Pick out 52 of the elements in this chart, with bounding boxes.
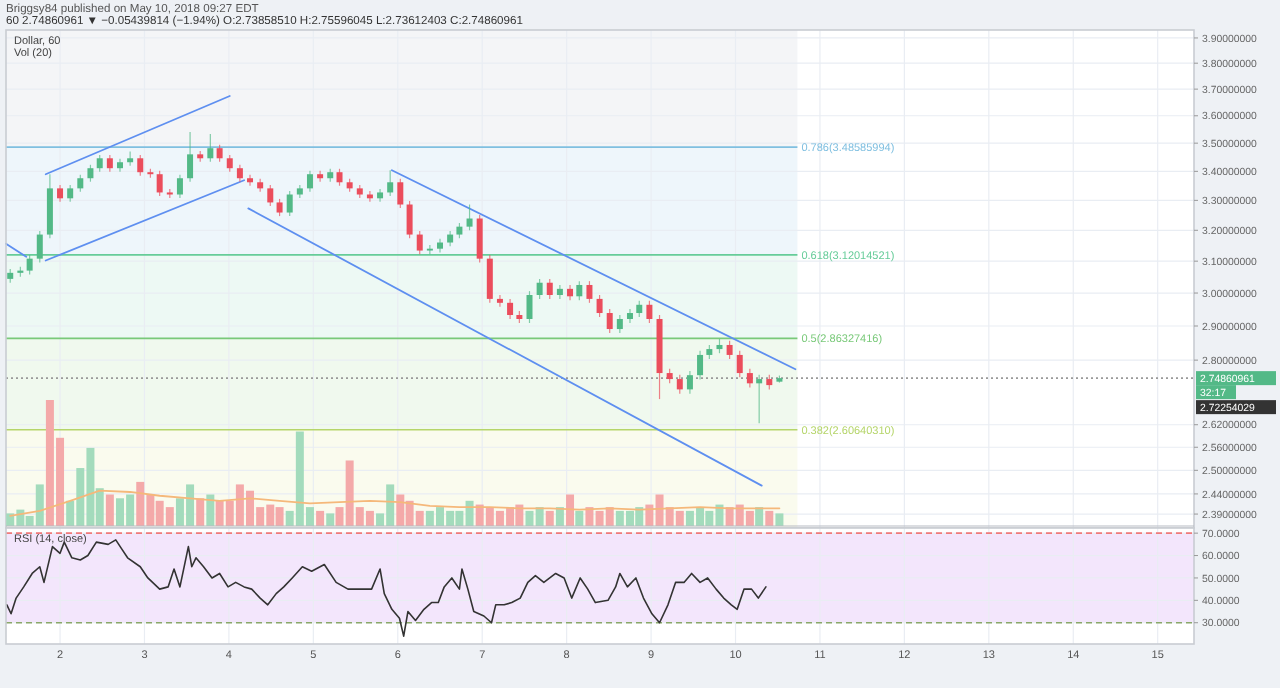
candlestick xyxy=(726,340,733,360)
candlestick xyxy=(26,254,33,276)
candlestick xyxy=(466,203,473,231)
bar xyxy=(765,510,774,526)
bar xyxy=(316,510,325,526)
candlestick xyxy=(156,170,163,197)
candlestick xyxy=(377,188,384,203)
candlestick xyxy=(187,131,194,183)
candlestick xyxy=(476,214,483,264)
candlestick xyxy=(366,190,373,203)
candlestick xyxy=(556,284,563,300)
candlestick xyxy=(176,174,183,199)
candlestick xyxy=(496,294,503,308)
bar xyxy=(105,494,114,526)
candlestick xyxy=(546,278,553,300)
candlestick xyxy=(46,173,53,239)
candlestick xyxy=(486,254,493,304)
candlestick xyxy=(606,308,613,334)
candlestick xyxy=(626,308,633,324)
candlestick xyxy=(536,278,543,300)
candlestick xyxy=(207,133,214,163)
candlestick xyxy=(526,290,533,324)
candlestick xyxy=(416,230,423,255)
candlestick xyxy=(286,190,293,217)
candlestick xyxy=(406,200,413,239)
candlestick xyxy=(387,169,394,197)
bar xyxy=(196,498,205,526)
bar xyxy=(545,510,554,526)
candlestick xyxy=(676,374,683,395)
candlestick xyxy=(686,370,693,395)
candlestick xyxy=(116,158,123,173)
candlestick xyxy=(507,298,514,320)
candlestick xyxy=(616,314,623,334)
candlestick xyxy=(736,350,743,378)
candlestick xyxy=(267,184,274,207)
candlestick xyxy=(576,280,583,301)
candlestick xyxy=(317,170,324,183)
candlestick xyxy=(756,374,763,424)
candlestick xyxy=(127,150,134,167)
bar xyxy=(775,513,784,526)
candlestick xyxy=(586,280,593,304)
candlestick xyxy=(247,174,254,187)
candlestick xyxy=(36,230,43,264)
candlestick xyxy=(306,170,313,193)
bar xyxy=(575,510,584,526)
candlestick xyxy=(697,350,704,381)
candlestick xyxy=(596,294,603,318)
bar xyxy=(326,513,335,526)
candlestick xyxy=(646,300,653,324)
candlestick xyxy=(746,368,753,389)
candlestick xyxy=(397,178,404,209)
candlestick xyxy=(137,154,144,177)
